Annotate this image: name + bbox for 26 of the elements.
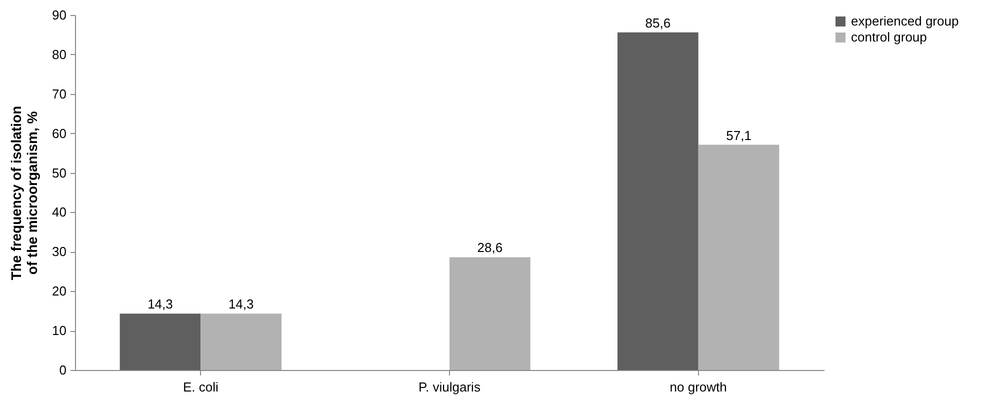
legend-label: experienced group <box>851 14 959 28</box>
y-tick-label: 90 <box>52 8 66 22</box>
y-tick-label: 0 <box>59 362 66 378</box>
y-tick-label: 20 <box>52 284 66 299</box>
data-label: 85,6 <box>645 15 671 30</box>
bar <box>698 144 780 370</box>
x-tick-label: no growth <box>670 380 727 394</box>
y-tick-label: 10 <box>52 323 66 338</box>
y-tick-label: 30 <box>52 244 66 260</box>
bar <box>200 314 282 370</box>
y-tick-label: 40 <box>52 204 66 220</box>
y-tick-label: 70 <box>52 86 66 102</box>
bar <box>120 314 201 370</box>
data-label: 14,3 <box>228 296 254 312</box>
data-label: 28,6 <box>477 240 503 256</box>
data-label: 57,1 <box>726 128 752 143</box>
y-tick-label: 60 <box>52 126 66 141</box>
y-tick-label: 50 <box>52 165 66 180</box>
bar <box>450 257 530 370</box>
legend-label: control group <box>851 30 927 44</box>
x-tick-label: P. viulgaris <box>418 380 481 394</box>
x-tick-label: E. coli <box>182 380 218 394</box>
bar <box>617 32 698 370</box>
data-label: 14,3 <box>148 296 173 312</box>
y-tick-label: 80 <box>52 46 66 62</box>
y-axis-title: The frequency of isolation of the microorganism, % <box>8 106 40 280</box>
